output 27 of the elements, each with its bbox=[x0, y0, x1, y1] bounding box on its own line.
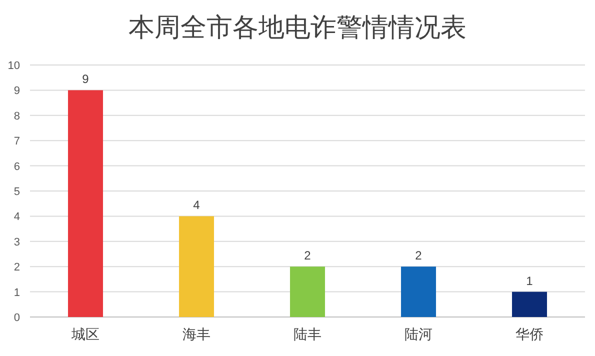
y-tick-label: 5 bbox=[14, 186, 20, 198]
bar bbox=[290, 266, 325, 317]
x-tick-label: 陆丰 bbox=[294, 326, 322, 342]
y-tick-label: 6 bbox=[14, 160, 20, 173]
x-tick-label: 城区 bbox=[70, 326, 100, 342]
data-label: 1 bbox=[526, 274, 534, 288]
x-tick-label: 华侨 bbox=[516, 326, 544, 342]
y-tick-label: 1 bbox=[14, 286, 20, 299]
y-tick-label: 0 bbox=[14, 312, 20, 324]
data-label: 2 bbox=[304, 248, 312, 263]
bar bbox=[401, 266, 436, 317]
y-tick-label: 8 bbox=[14, 110, 20, 122]
data-label: 4 bbox=[193, 198, 200, 212]
bar bbox=[179, 216, 214, 317]
data-label: 2 bbox=[415, 248, 422, 263]
y-tick-label: 4 bbox=[14, 211, 20, 224]
x-tick-label: 海丰 bbox=[182, 326, 210, 342]
y-tick-label: 3 bbox=[14, 236, 20, 248]
bar bbox=[512, 292, 547, 317]
y-tick-label: 2 bbox=[14, 262, 20, 274]
y-tick-label: 9 bbox=[14, 85, 20, 98]
data-label: 9 bbox=[82, 72, 90, 86]
y-tick-label: 10 bbox=[8, 60, 20, 72]
x-tick-label: 陆河 bbox=[404, 326, 432, 342]
chart-title: 本周全市各地电诈警情情况表 bbox=[128, 12, 466, 42]
y-tick-label: 7 bbox=[14, 136, 20, 148]
bar bbox=[68, 90, 103, 317]
